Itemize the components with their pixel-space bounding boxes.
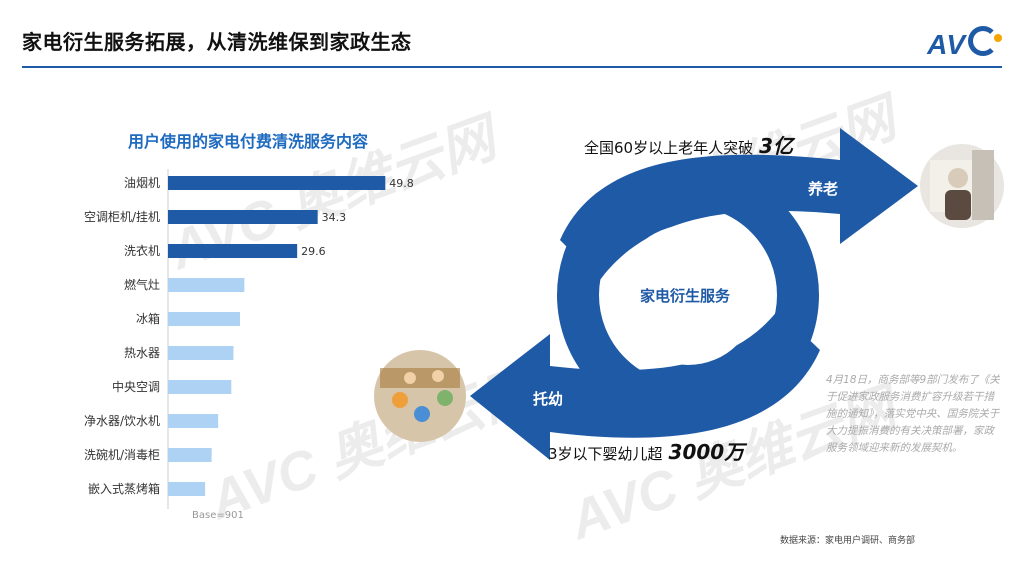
cycle-diagram <box>470 128 918 460</box>
bar-value-label: 29.6 <box>301 245 326 258</box>
category-label: 洗衣机 <box>124 243 160 258</box>
bar <box>168 346 234 360</box>
bar-chart: 油烟机 49.8 空调柜机/挂机 34.3 洗衣机 29.6 燃气灶冰箱热水器中央空调净水器… <box>84 169 414 509</box>
header-divider <box>22 66 1002 68</box>
category-label: 净水器/饮水机 <box>84 414 160 428</box>
elderly-photo <box>920 144 1004 228</box>
childcare-callout-value: 3000万 <box>668 440 745 464</box>
childcare-callout: 3岁以下婴幼儿超 3000万 <box>548 436 744 465</box>
category-label: 嵌入式蒸烤箱 <box>88 481 160 496</box>
bar <box>168 380 232 394</box>
chart-title: 用户使用的家电付费清洗服务内容 <box>128 132 369 151</box>
bar <box>168 482 206 496</box>
bar-value-label: 49.8 <box>389 177 414 190</box>
arrow-elderly-label: 养老 <box>808 180 839 198</box>
avc-logo: AV <box>927 26 1002 61</box>
arrow-childcare-label: 托幼 <box>533 390 564 408</box>
elderly-callout-value: 3亿 <box>759 134 794 158</box>
bar <box>168 278 245 292</box>
policy-note: 4月18日，商务部等9部门发布了《关于促进家政服务消费扩容升级若干措施的通知》，… <box>826 374 1000 454</box>
category-label: 中央空调 <box>112 379 160 394</box>
bar-value-label: 34.3 <box>322 211 347 224</box>
category-label: 油烟机 <box>124 176 160 190</box>
category-label: 热水器 <box>124 346 160 360</box>
arrow-elderly <box>560 128 918 280</box>
arrow-childcare <box>470 310 820 460</box>
bar <box>168 244 298 258</box>
bar <box>168 414 219 428</box>
category-label: 燃气灶 <box>124 277 160 292</box>
category-label: 洗碗机/消毒柜 <box>84 447 160 462</box>
childcare-photo <box>374 350 466 442</box>
elderly-callout-text: 全国60岁以上老年人突破 <box>584 139 754 157</box>
bar <box>168 448 212 462</box>
bar <box>168 176 386 190</box>
page-title: 家电衍生服务拓展，从清洗维保到家政生态 <box>22 30 412 54</box>
data-source: 数据来源：家电用户调研、商务部 <box>780 536 916 546</box>
childcare-callout-text: 3岁以下婴幼儿超 <box>548 445 663 463</box>
cycle-center-label: 家电衍生服务 <box>640 287 731 305</box>
bar <box>168 312 240 326</box>
bar <box>168 210 318 224</box>
category-label: 空调柜机/挂机 <box>84 210 160 224</box>
category-label: 冰箱 <box>136 311 160 326</box>
chart-footnote: Base=901 <box>192 510 244 521</box>
cycle-center <box>618 225 758 365</box>
elderly-callout: 全国60岁以上老年人突破 3亿 <box>584 130 793 159</box>
